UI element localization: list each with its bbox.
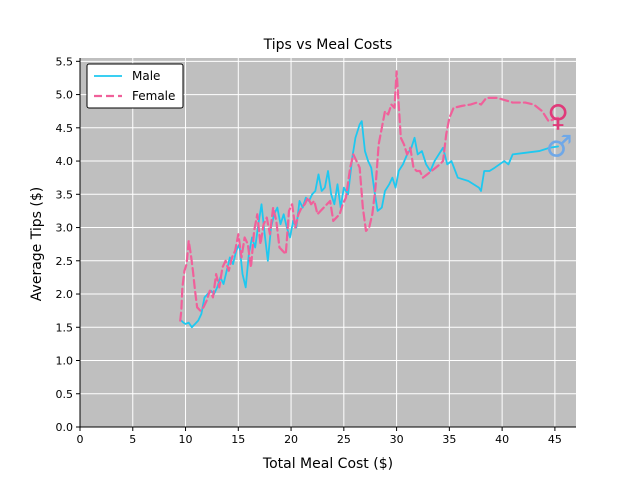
x-tick-label: 45 xyxy=(548,433,562,446)
axes xyxy=(79,58,576,428)
x-tick-label: 10 xyxy=(179,433,193,446)
male-symbol-icon: ♂ xyxy=(546,129,573,164)
y-tick-label: 2.0 xyxy=(56,288,74,301)
x-tick-label: 5 xyxy=(129,433,136,446)
y-tick-label: 2.5 xyxy=(56,255,74,268)
y-tick-label: 1.0 xyxy=(56,355,74,368)
legend-label-female: Female xyxy=(132,89,175,103)
series-layer xyxy=(179,70,560,329)
x-axis-label: Total Meal Cost ($) xyxy=(262,456,393,472)
y-tick-label: 4.5 xyxy=(56,122,74,135)
x-tick-label: 0 xyxy=(77,433,84,446)
legend-label-male: Male xyxy=(132,69,160,83)
x-tick-label: 20 xyxy=(284,433,298,446)
x-tick-label: 40 xyxy=(495,433,509,446)
x-tick-label: 35 xyxy=(442,433,456,446)
chart-title: Tips vs Meal Costs xyxy=(263,37,393,53)
y-tick-label: 5.5 xyxy=(56,55,74,68)
y-tick-label: 4.0 xyxy=(56,155,74,168)
marker-layer: ♀♂ xyxy=(546,99,573,165)
x-tick-label: 30 xyxy=(390,433,404,446)
y-tick-label: 3.5 xyxy=(56,188,74,201)
series-line-female xyxy=(179,70,560,322)
legend: Male Female xyxy=(86,63,184,109)
y-tick-label: 5.0 xyxy=(56,89,74,102)
x-tick-label: 15 xyxy=(231,433,245,446)
y-tick-label: 3.0 xyxy=(56,222,74,235)
plot-background xyxy=(80,58,576,427)
y-tick-label: 0.0 xyxy=(56,421,74,434)
y-axis-label: Average Tips ($) xyxy=(29,187,45,301)
y-tick-label: 1.5 xyxy=(56,321,74,334)
female-symbol-icon: ♀ xyxy=(547,99,569,134)
y-tick-label: 0.5 xyxy=(56,388,74,401)
x-tick-label: 25 xyxy=(337,433,351,446)
ticks: 0 5 10 15 20 25 30 35 40 45 0.0 0.5 1.0 1.5 2.0 2.5 3.0 3… xyxy=(56,55,562,446)
